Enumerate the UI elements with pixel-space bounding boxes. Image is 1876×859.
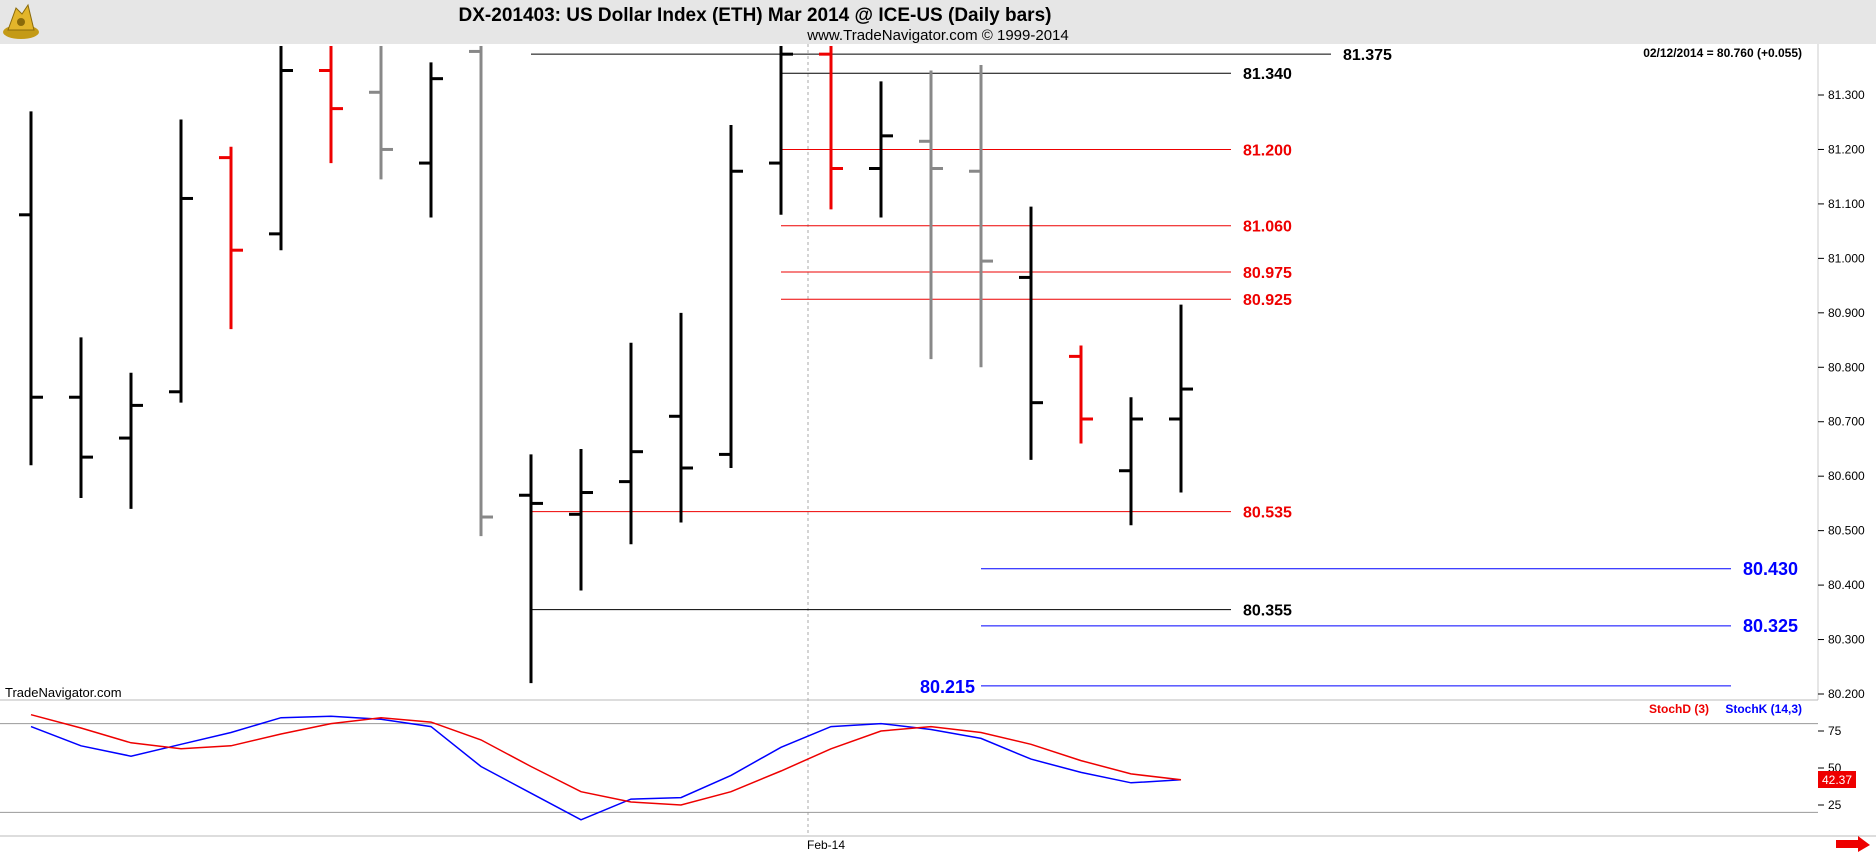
y-tick-label: 81.100 bbox=[1828, 197, 1865, 211]
ohlc-bar bbox=[969, 65, 993, 368]
stochastic-line bbox=[30, 713, 1182, 806]
level-label: 80.355 bbox=[1243, 603, 1292, 620]
level-label: 81.200 bbox=[1243, 142, 1292, 159]
ohlc-bar bbox=[869, 81, 893, 218]
ohlc-bar bbox=[719, 124, 743, 469]
ohlc-bar bbox=[469, 45, 493, 537]
ohlc-bar bbox=[769, 45, 793, 215]
ohlc-bar bbox=[569, 448, 593, 591]
chart-subtitle: www.TradeNavigator.com © 1999-2014 bbox=[806, 27, 1068, 44]
title-bar bbox=[0, 0, 1876, 44]
ohlc-bar bbox=[269, 45, 293, 251]
y-tick-label: 81.300 bbox=[1828, 88, 1865, 102]
y-tick-label: 80.800 bbox=[1828, 360, 1865, 374]
watermark: TradeNavigator.com bbox=[5, 685, 122, 700]
ohlc-bar bbox=[219, 146, 243, 330]
level-label: 80.215 bbox=[920, 677, 975, 697]
ohlc-bar bbox=[1019, 206, 1043, 460]
ohlc-bar bbox=[1169, 304, 1193, 493]
legend-stoch-k: StochK (14,3) bbox=[1725, 702, 1802, 716]
last-value-label: 42.37 bbox=[1822, 773, 1852, 787]
y-tick-label: 80.300 bbox=[1828, 633, 1865, 647]
ohlc-bar bbox=[419, 62, 443, 218]
y-tick-label: 75 bbox=[1828, 724, 1842, 738]
last-quote: 02/12/2014 = 80.760 (+0.055) bbox=[1643, 46, 1802, 60]
y-tick-label: 81.200 bbox=[1828, 142, 1865, 156]
level-label: 80.975 bbox=[1243, 265, 1292, 282]
level-label: 80.925 bbox=[1243, 292, 1292, 309]
ohlc-bar bbox=[1119, 397, 1143, 526]
ohlc-bars bbox=[19, 45, 1193, 684]
price-axis: 81.300 81.200 81.100 81.000 80.900 80.800 80.7… bbox=[1818, 88, 1865, 701]
x-tick-label: Feb-14 bbox=[807, 838, 845, 852]
support-resistance-levels: 81.375 81.340 81.200 81.060 80.975 80.925 80.5… bbox=[531, 47, 1798, 697]
y-tick-label: 25 bbox=[1828, 798, 1842, 812]
level-label: 80.325 bbox=[1743, 616, 1798, 636]
ohlc-bar bbox=[669, 312, 693, 523]
level-label: 81.375 bbox=[1343, 47, 1392, 64]
ohlc-bar bbox=[369, 45, 393, 180]
ohlc-bar bbox=[19, 111, 43, 466]
level-label: 80.535 bbox=[1243, 505, 1292, 522]
ohlc-bar bbox=[169, 119, 193, 403]
price-panel: 81.375 81.340 81.200 81.060 80.975 80.925 80.5… bbox=[0, 44, 1865, 836]
level-label: 81.340 bbox=[1243, 66, 1292, 83]
ohlc-bar bbox=[119, 372, 143, 509]
y-tick-label: 80.900 bbox=[1828, 306, 1865, 320]
ohlc-bar bbox=[319, 45, 343, 164]
chart-title: DX-201403: US Dollar Index (ETH) Mar 201… bbox=[459, 5, 1052, 26]
level-label: 81.060 bbox=[1243, 219, 1292, 236]
ohlc-bar bbox=[619, 342, 643, 545]
stochastic-reference-lines bbox=[0, 723, 1818, 813]
right-arrow-icon[interactable] bbox=[1832, 836, 1872, 854]
last-value-badge bbox=[1818, 771, 1856, 788]
y-tick-label: 80.400 bbox=[1828, 578, 1865, 592]
ohlc-bar bbox=[69, 337, 93, 498]
y-tick-label: 80.500 bbox=[1828, 524, 1865, 538]
y-tick-label: 80.200 bbox=[1828, 687, 1865, 701]
level-label: 80.430 bbox=[1743, 559, 1798, 579]
ohlc-bar bbox=[819, 45, 843, 210]
y-tick-label: 80.700 bbox=[1828, 415, 1865, 429]
ohlc-bar bbox=[519, 454, 543, 684]
stochastic-line bbox=[30, 715, 1182, 821]
ohlc-bar bbox=[919, 70, 943, 360]
ohlc-bar bbox=[1069, 345, 1093, 444]
legend-stoch-d: StochD (3) bbox=[1649, 702, 1709, 716]
stochastic-series bbox=[30, 713, 1182, 821]
y-tick-label: 80.600 bbox=[1828, 469, 1865, 483]
y-tick-label: 81.000 bbox=[1828, 251, 1865, 265]
tradenavigator-logo-icon bbox=[3, 3, 39, 39]
